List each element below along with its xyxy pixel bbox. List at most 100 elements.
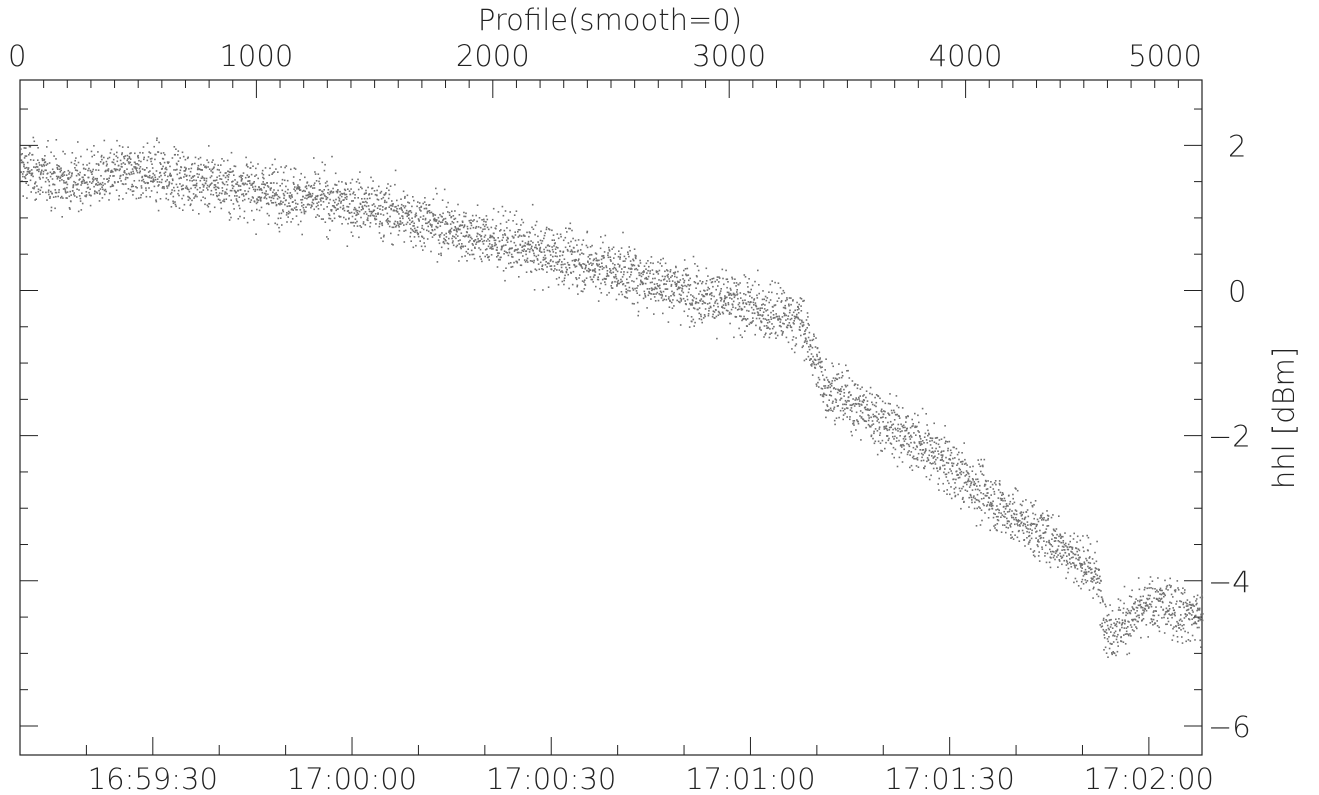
data-point: [41, 169, 43, 172]
data-point: [437, 239, 440, 241]
data-point: [754, 304, 757, 307]
data-point: [60, 167, 62, 169]
data-point: [976, 478, 979, 480]
data-point: [174, 203, 177, 206]
data-point: [400, 223, 402, 225]
data-point: [385, 207, 387, 209]
data-point: [785, 314, 787, 317]
data-point: [399, 221, 402, 223]
data-point: [751, 312, 754, 314]
data-point: [978, 506, 980, 508]
data-point: [72, 186, 74, 189]
data-point: [830, 409, 832, 412]
data-point: [305, 206, 307, 208]
data-point: [285, 185, 287, 188]
data-point: [643, 265, 646, 267]
data-point: [213, 166, 215, 168]
data-point: [1163, 616, 1165, 619]
data-point: [174, 169, 177, 171]
data-point: [989, 504, 991, 507]
data-point: [561, 261, 563, 263]
data-point: [984, 483, 987, 486]
data-point: [178, 194, 180, 197]
data-point: [1194, 621, 1196, 623]
data-point: [665, 295, 667, 297]
data-point: [805, 319, 808, 321]
data-point: [709, 293, 711, 296]
data-point: [1138, 588, 1141, 591]
data-point: [456, 244, 459, 247]
data-point: [250, 184, 252, 186]
data-point: [632, 289, 635, 291]
data-point: [338, 180, 340, 183]
data-point: [748, 303, 751, 306]
data-point: [739, 334, 742, 336]
data-point: [801, 324, 804, 327]
data-point: [599, 247, 602, 250]
data-point: [551, 239, 554, 241]
data-point: [275, 192, 277, 194]
data-point: [1047, 525, 1050, 527]
data-point: [349, 182, 352, 184]
data-point: [241, 178, 243, 180]
data-point: [1043, 540, 1045, 542]
data-point: [932, 457, 935, 459]
data-point: [1157, 614, 1160, 617]
data-point: [1057, 566, 1059, 568]
data-point: [53, 183, 56, 186]
data-point: [678, 287, 680, 290]
data-point: [517, 229, 520, 231]
data-point: [756, 308, 758, 310]
data-point: [803, 341, 806, 343]
data-point: [604, 283, 607, 286]
data-point: [668, 278, 670, 280]
data-point: [370, 193, 373, 195]
data-point: [174, 153, 176, 156]
data-point: [797, 318, 800, 320]
data-point: [44, 155, 46, 157]
data-point: [56, 166, 58, 169]
data-point: [446, 242, 449, 244]
data-point: [35, 165, 38, 168]
data-point: [486, 248, 488, 250]
data-point: [121, 153, 123, 156]
data-point: [747, 286, 749, 288]
data-point: [303, 209, 305, 211]
data-point: [555, 252, 557, 254]
data-point: [219, 178, 221, 180]
data-point: [812, 362, 815, 364]
data-point: [382, 196, 385, 199]
data-point: [957, 462, 959, 465]
data-point: [77, 210, 80, 213]
data-point: [399, 223, 401, 225]
data-point: [852, 398, 854, 400]
data-point: [393, 223, 396, 226]
data-point: [765, 332, 767, 335]
data-point: [991, 483, 994, 486]
data-point: [278, 196, 281, 199]
data-point: [1104, 621, 1106, 624]
data-point: [464, 235, 466, 238]
data-point: [947, 447, 949, 450]
data-point: [618, 266, 621, 268]
data-point: [1191, 618, 1193, 620]
data-point: [780, 330, 783, 332]
data-point: [35, 163, 38, 165]
data-point: [394, 183, 396, 186]
data-point: [668, 306, 671, 308]
data-point: [898, 417, 901, 419]
data-point: [55, 158, 57, 160]
data-point: [232, 170, 234, 172]
data-point: [284, 190, 287, 193]
data-point: [162, 186, 164, 188]
data-point: [499, 230, 501, 232]
data-point: [1173, 589, 1176, 592]
data-point: [571, 229, 573, 232]
data-point: [1176, 636, 1179, 638]
data-point: [795, 337, 797, 339]
data-point: [627, 253, 629, 255]
data-point: [716, 276, 719, 278]
data-point: [883, 410, 885, 412]
data-point: [763, 308, 766, 310]
data-point: [951, 465, 954, 467]
